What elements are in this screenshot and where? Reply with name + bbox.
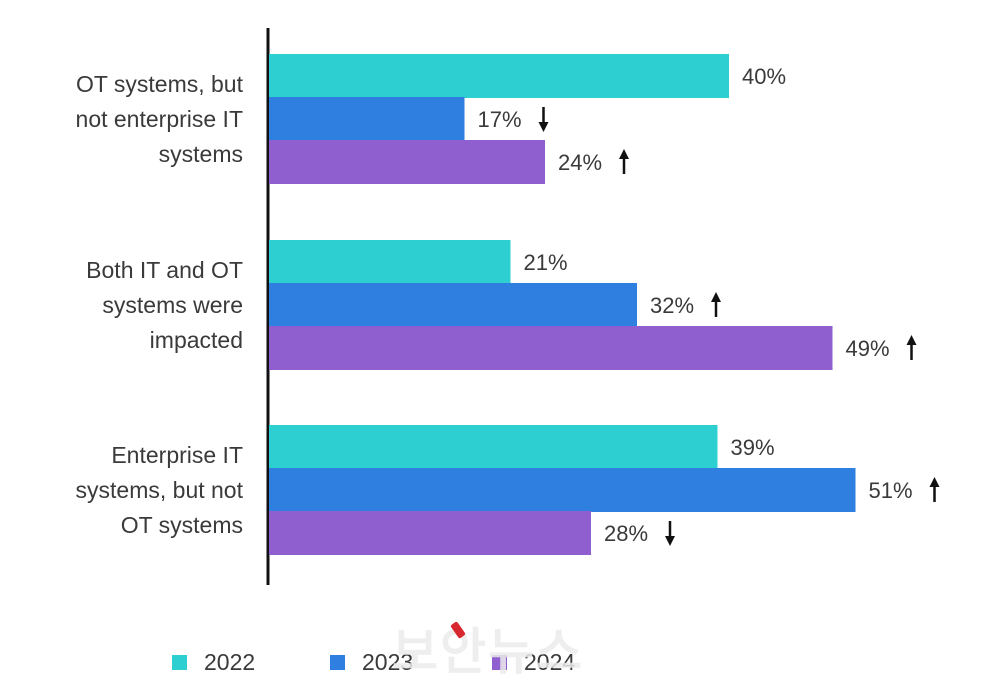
data-label: 49% [846, 336, 890, 361]
data-label: 32% [650, 293, 694, 318]
category-label: Enterprise IT systems, but not OT systems [76, 442, 244, 538]
data-label: 24% [558, 150, 602, 175]
legend-swatch-2023 [330, 655, 345, 670]
arrow-head [929, 477, 940, 487]
arrow-head [538, 122, 549, 132]
category-label-line: OT systems, but [76, 71, 244, 97]
legend-swatch-2024 [492, 655, 507, 670]
data-label: 28% [604, 521, 648, 546]
arrow-down-icon [538, 107, 549, 132]
bar-2022 [269, 54, 729, 98]
bar-2022 [269, 240, 511, 284]
category-label-line: systems were [102, 292, 243, 318]
legend-label-2024: 2024 [524, 649, 575, 675]
arrow-head [906, 335, 917, 345]
bar-2024 [269, 326, 833, 370]
category-label-line: impacted [150, 327, 243, 353]
category-label-line: not enterprise IT [76, 106, 243, 132]
category-label-line: Both IT and OT [86, 257, 243, 283]
bar-2023 [269, 283, 637, 327]
legend-swatch-2022 [172, 655, 187, 670]
data-label: 39% [731, 435, 775, 460]
legend-label-2023: 2023 [362, 649, 413, 675]
arrow-up-icon [929, 477, 940, 502]
category-label-line: OT systems [121, 512, 243, 538]
arrow-up-icon [619, 149, 629, 174]
data-label: 21% [524, 250, 568, 275]
arrow-up-icon [711, 292, 721, 317]
arrow-down-icon [665, 521, 675, 546]
bar-2022 [269, 425, 718, 469]
data-label: 40% [742, 64, 786, 89]
category-label-line: systems, but not [76, 477, 244, 503]
watermark: 보안뉴스 [392, 623, 584, 681]
arrow-head [711, 292, 721, 302]
data-label: 17% [478, 107, 522, 132]
arrow-up-icon [906, 335, 917, 360]
category-label-line: systems [159, 141, 243, 167]
category-label: OT systems, but not enterprise IT systems [76, 71, 244, 167]
legend-label-2022: 2022 [204, 649, 255, 675]
category-label-line: Enterprise IT [111, 442, 243, 468]
arrow-head [619, 149, 629, 159]
bar-2023 [269, 97, 465, 141]
bar-2024 [269, 511, 591, 555]
bar-2023 [269, 468, 856, 512]
arrow-head [665, 536, 675, 546]
data-label: 51% [869, 478, 913, 503]
bar-2024 [269, 140, 545, 184]
category-label: Both IT and OT systems were impacted [86, 257, 243, 353]
